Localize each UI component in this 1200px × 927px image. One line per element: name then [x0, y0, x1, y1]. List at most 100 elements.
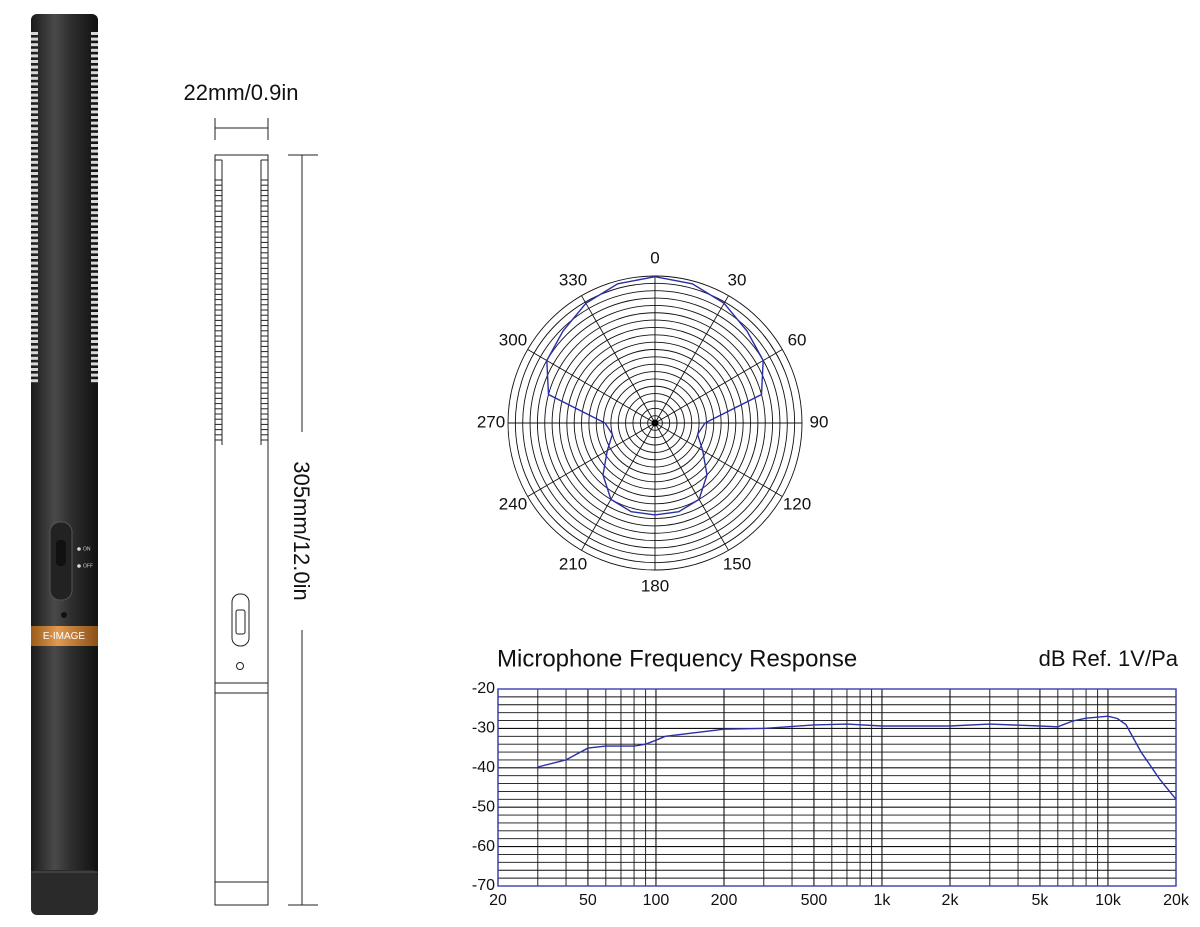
grille-rib: [91, 32, 98, 35]
grille-rib: [31, 71, 38, 75]
grille-rib: [31, 272, 38, 276]
grille-rib: [31, 60, 38, 63]
grille-rib: [91, 177, 98, 181]
grille-rib: [91, 368, 98, 371]
grille-rib: [31, 222, 38, 226]
grille-rib: [31, 368, 38, 371]
angle-label: 270: [477, 412, 505, 431]
grille-rib: [91, 312, 98, 315]
grille-rib: [91, 267, 98, 271]
grille-rib: [91, 334, 98, 338]
grille-rib: [91, 328, 98, 332]
grille-rib: [91, 261, 98, 265]
grille-rib: [91, 228, 98, 231]
grille-rib: [91, 340, 98, 343]
brand-label: E-IMAGE: [43, 631, 86, 642]
grille-rib: [31, 48, 38, 52]
mic-hole: [61, 612, 67, 618]
spoke-grid: [527, 349, 656, 424]
grille-rib: [31, 177, 38, 181]
y-tick-label: -60: [472, 838, 495, 855]
grille-rib: [31, 306, 38, 310]
y-tick-label: -30: [472, 720, 495, 737]
grille-rib: [91, 65, 98, 69]
grille-rib: [91, 76, 98, 80]
frequency-chart: Microphone Frequency Response dB Ref. 1V/…: [472, 645, 1190, 909]
grille-rib: [31, 138, 38, 142]
x-tick-label: 200: [711, 892, 738, 909]
grille-rib: [91, 138, 98, 142]
grille-rib: [91, 317, 98, 321]
spoke-grid: [654, 295, 729, 424]
spoke-grid: [654, 422, 729, 551]
grille-rib: [91, 121, 98, 125]
response-line: [537, 715, 1177, 800]
grille-rib: [91, 233, 98, 237]
grille-rib: [91, 278, 98, 282]
grille-rib: [31, 194, 38, 198]
grille-rib: [31, 267, 38, 271]
angle-label: 300: [499, 330, 527, 349]
grille-rib: [31, 166, 38, 170]
outline-switch-knob: [235, 609, 246, 635]
grille-rib: [31, 295, 38, 299]
grille-rib: [31, 340, 38, 343]
grille-rib: [31, 149, 38, 153]
switch-dot: [77, 564, 81, 568]
grille-rib: [31, 261, 38, 265]
grille-rib: [91, 306, 98, 310]
grille-rib: [91, 216, 98, 220]
x-tick-label: 5k: [1031, 892, 1049, 909]
angle-label: 210: [559, 555, 587, 574]
grille-rib: [91, 160, 98, 164]
grille-rib: [31, 104, 38, 108]
grille: [31, 32, 98, 383]
grille-rib: [91, 88, 98, 91]
grille-rib: [91, 284, 98, 287]
grille-rib: [31, 82, 38, 86]
polar-center: [651, 419, 659, 427]
grille-rib: [31, 334, 38, 338]
outline-switch: [231, 593, 250, 647]
grille-rib: [31, 379, 38, 383]
y-tick-label: -20: [472, 680, 495, 697]
grille-rib: [91, 116, 98, 119]
grille-rib: [31, 200, 38, 203]
grille-rib: [31, 93, 38, 97]
grille-rib: [31, 54, 38, 58]
x-tick-label: 50: [579, 892, 597, 909]
grille-rib: [91, 127, 98, 131]
grille-rib: [31, 160, 38, 164]
grille-rib: [31, 37, 38, 41]
grille-rib: [31, 43, 38, 47]
grille-rib: [91, 43, 98, 47]
grille-rib: [31, 256, 38, 259]
grille-rib: [31, 250, 38, 254]
y-tick-label: -50: [472, 798, 495, 815]
grille-rib: [31, 323, 38, 327]
grille-rib: [31, 99, 38, 103]
grille-rib: [91, 323, 98, 327]
grille-rib: [91, 60, 98, 63]
grille-rib: [91, 379, 98, 383]
angle-label: 330: [559, 270, 587, 289]
microphone-photo: ON OFF E-IMAGE: [31, 14, 98, 915]
grille-rib: [91, 149, 98, 153]
grille-rib: [31, 356, 38, 360]
grille-rib: [91, 172, 98, 175]
angle-label: 240: [499, 494, 527, 513]
grille-rib: [31, 345, 38, 349]
grille-rib: [31, 144, 38, 147]
grille-rib: [91, 272, 98, 276]
grille-rib: [91, 256, 98, 259]
grille-rib: [91, 295, 98, 299]
y-tick-label: -70: [472, 877, 495, 894]
spoke-grid: [581, 422, 656, 551]
grille-rib: [91, 211, 98, 215]
grille-rib: [31, 239, 38, 243]
grille-rib: [91, 110, 98, 114]
grille-rib: [31, 116, 38, 119]
grille-rib: [31, 76, 38, 80]
grille-rib: [91, 82, 98, 86]
grille-rib: [31, 244, 38, 248]
